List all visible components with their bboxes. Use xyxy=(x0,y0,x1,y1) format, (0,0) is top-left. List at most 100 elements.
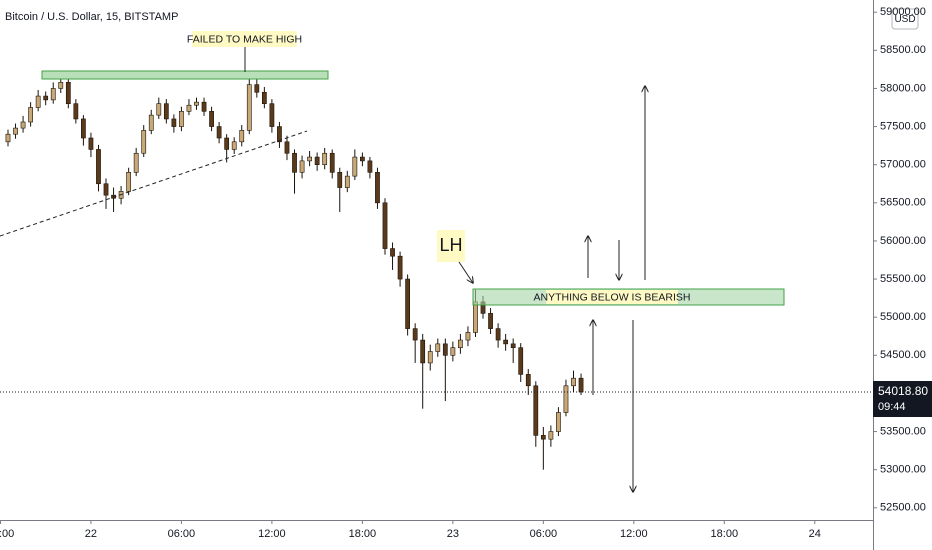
candle-body xyxy=(533,385,539,436)
annotation-box xyxy=(192,31,297,47)
countdown-label: 09:44 xyxy=(878,401,906,413)
candle-body xyxy=(163,103,169,120)
candle-body xyxy=(171,118,177,127)
candle-body xyxy=(390,248,395,257)
candle-body xyxy=(556,412,561,432)
candle-body xyxy=(216,126,222,139)
candle-body xyxy=(307,156,312,162)
currency-label: USD xyxy=(894,14,915,25)
y-tick-label: 59000.00 xyxy=(880,6,926,18)
x-tick-label: 06:00 xyxy=(530,528,558,540)
candle-body xyxy=(442,343,448,356)
candle-body xyxy=(435,343,441,352)
candle-body xyxy=(209,111,214,127)
candle-body xyxy=(367,160,373,173)
y-tick-label: 55000.00 xyxy=(880,311,926,323)
candle-body xyxy=(5,133,11,143)
candle-body xyxy=(458,339,463,348)
x-tick-label: 23 xyxy=(447,528,459,540)
candle-body xyxy=(239,130,245,143)
candle-body xyxy=(73,103,79,120)
resistance-zone xyxy=(41,70,329,80)
currency-badge[interactable] xyxy=(891,8,919,30)
candle-body xyxy=(50,88,56,101)
candle-body xyxy=(510,343,516,348)
x-tick-label: 18:00 xyxy=(711,528,739,540)
candle-body xyxy=(65,82,71,104)
y-tick-label: 56500.00 xyxy=(880,197,926,209)
y-tick-label: 57000.00 xyxy=(880,159,926,171)
annotation-text: ANYTHING BELOW IS BEARISH xyxy=(534,291,691,303)
candle-body xyxy=(488,313,493,329)
y-tick-label: 52500.00 xyxy=(880,502,926,514)
last-price-box xyxy=(873,380,932,417)
annotations: FAILED TO MAKE HIGH LH ANYTHING BELOW IS… xyxy=(0,31,785,492)
candle-body xyxy=(405,278,410,329)
candle-body xyxy=(201,101,207,112)
annotation-text: FAILED TO MAKE HIGH xyxy=(187,33,302,45)
candle-body xyxy=(261,91,267,104)
plot-area xyxy=(5,72,584,470)
y-tick-label: 54500.00 xyxy=(880,349,926,361)
candle-body xyxy=(141,130,147,154)
candle-body xyxy=(254,84,260,93)
candle-body xyxy=(96,149,101,185)
candle-body xyxy=(450,347,456,356)
last-price-label: 54018.80 xyxy=(878,384,928,398)
candle-body xyxy=(224,137,230,150)
candle-body xyxy=(540,435,546,440)
candle-body xyxy=(269,103,275,127)
candle-body xyxy=(156,103,162,116)
x-tick-label: 22 xyxy=(85,528,97,540)
candle-body xyxy=(360,156,365,162)
y-tick-label: 58500.00 xyxy=(880,44,926,56)
candle-body xyxy=(81,118,86,139)
candle-body xyxy=(314,156,320,165)
y-tick-label: 56000.00 xyxy=(880,235,926,247)
candle-body xyxy=(344,175,350,188)
candle-body xyxy=(103,183,109,196)
annotation-box xyxy=(437,230,465,262)
arrow xyxy=(458,261,473,283)
candle-body xyxy=(277,126,282,143)
candle-body xyxy=(503,339,509,345)
candle-body xyxy=(563,385,569,413)
candle-body xyxy=(495,328,501,341)
candle-body xyxy=(179,111,184,127)
candle-body xyxy=(420,339,426,364)
candle-body xyxy=(13,127,18,135)
x-tick-label: 24 xyxy=(809,528,821,540)
candle-body xyxy=(427,351,433,364)
candle-body xyxy=(578,377,584,393)
candle-body xyxy=(571,377,576,387)
y-tick-label: 57500.00 xyxy=(880,120,926,132)
candle-body xyxy=(194,101,199,106)
y-tick-label: 58000.00 xyxy=(880,82,926,94)
x-tick-label: 12:00 xyxy=(258,528,286,540)
candle-body xyxy=(284,141,290,154)
candle-body xyxy=(292,152,297,173)
candle-body xyxy=(525,374,531,387)
candle-body xyxy=(246,84,252,131)
candle-body xyxy=(375,172,380,204)
annotation-box xyxy=(546,290,678,304)
chart-title: Bitcoin / U.S. Dollar, 15, BITSTAMP xyxy=(5,11,178,23)
y-tick-label: 55500.00 xyxy=(880,273,926,285)
candle-body xyxy=(397,255,403,280)
candle-body xyxy=(20,121,26,129)
candle-body xyxy=(329,152,335,173)
candle-body xyxy=(473,301,478,333)
x-tick-label: 18:00 xyxy=(0,528,14,540)
candle-body xyxy=(412,328,418,341)
x-tick-label: 12:00 xyxy=(620,528,648,540)
y-tick-label: 53500.00 xyxy=(880,425,926,437)
annotation-text: LH xyxy=(439,235,462,255)
candle-body xyxy=(337,172,343,188)
candle-body xyxy=(88,137,94,150)
candle-body xyxy=(186,104,192,112)
candle-body xyxy=(133,152,139,173)
candle-body xyxy=(28,107,33,123)
candle-body xyxy=(43,95,49,101)
